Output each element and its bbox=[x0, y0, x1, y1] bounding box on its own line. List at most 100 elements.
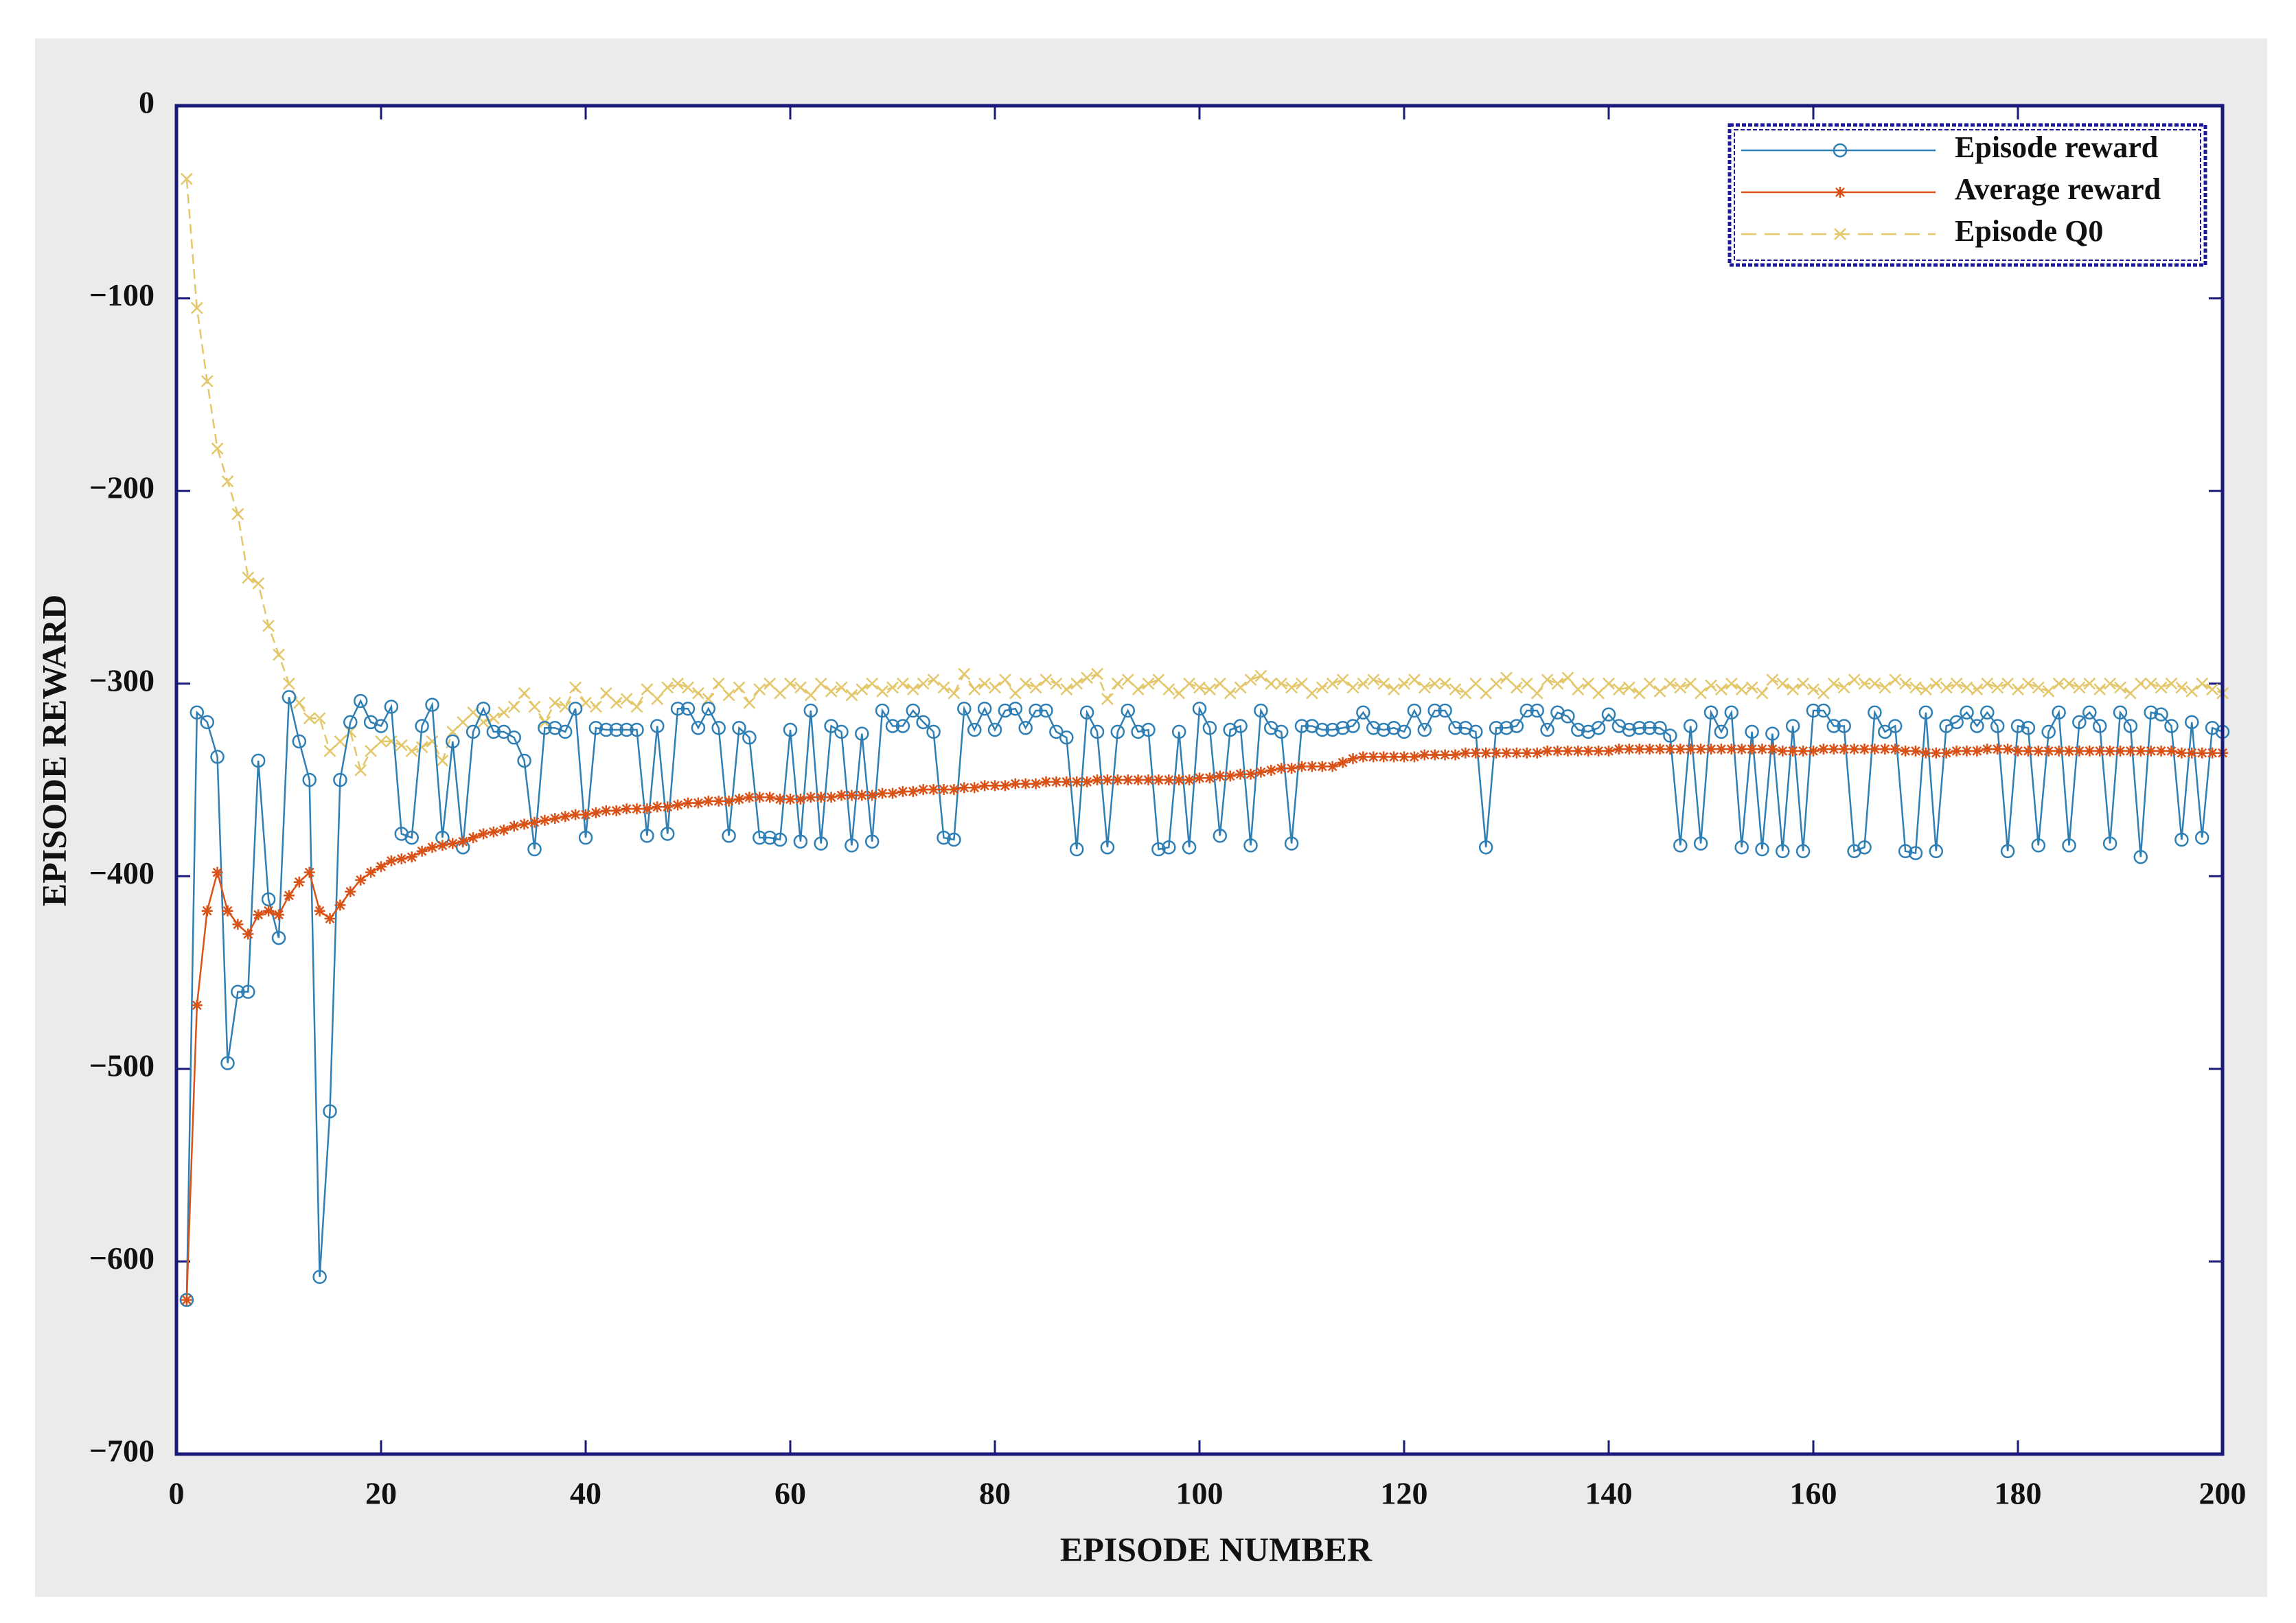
data-point bbox=[998, 703, 1013, 718]
data-point bbox=[1275, 677, 1288, 690]
data-point bbox=[2093, 683, 2106, 696]
data-point bbox=[1132, 774, 1144, 785]
data-point bbox=[273, 648, 285, 661]
data-point bbox=[1501, 747, 1512, 759]
data-point bbox=[1715, 744, 1727, 755]
data-point bbox=[1366, 720, 1381, 735]
data-point bbox=[1541, 745, 1553, 757]
data-point bbox=[1787, 745, 1799, 757]
x-tick-label: 180 bbox=[1995, 1476, 2042, 1511]
data-point bbox=[610, 805, 622, 816]
data-point bbox=[2155, 745, 2167, 757]
data-point bbox=[2124, 745, 2136, 757]
data-point bbox=[1714, 724, 1729, 739]
data-point bbox=[1059, 730, 1074, 745]
data-point bbox=[1622, 722, 1637, 737]
data-point bbox=[1429, 749, 1440, 761]
data-point bbox=[1869, 744, 1881, 755]
data-point bbox=[1029, 681, 1042, 694]
x-tick-label: 100 bbox=[1176, 1476, 1224, 1511]
data-point bbox=[774, 794, 786, 805]
data-point bbox=[1194, 772, 1205, 784]
data-point bbox=[1520, 677, 1533, 690]
data-point bbox=[518, 687, 531, 700]
data-point bbox=[1376, 722, 1391, 737]
data-point bbox=[375, 735, 387, 748]
data-point bbox=[1664, 744, 1676, 755]
data-point bbox=[1214, 770, 1226, 782]
data-point bbox=[1419, 749, 1430, 761]
data-point bbox=[834, 724, 849, 739]
data-point bbox=[1326, 677, 1339, 690]
data-point bbox=[395, 853, 407, 865]
data-point bbox=[1081, 776, 1093, 787]
data-point bbox=[1276, 763, 1287, 774]
data-point bbox=[1756, 687, 1769, 700]
data-point bbox=[210, 750, 225, 764]
data-point bbox=[200, 375, 214, 388]
data-point bbox=[1807, 683, 1819, 696]
data-point bbox=[1868, 705, 1882, 720]
data-point bbox=[1347, 753, 1359, 765]
data-point bbox=[835, 681, 848, 694]
data-point bbox=[486, 724, 501, 739]
data-point bbox=[979, 780, 991, 792]
data-point bbox=[1695, 687, 1707, 700]
data-point bbox=[2052, 677, 2065, 690]
data-point bbox=[1519, 703, 1535, 718]
data-point bbox=[1695, 744, 1707, 755]
data-point bbox=[682, 797, 693, 809]
data-point bbox=[1603, 677, 1615, 690]
data-point bbox=[1346, 681, 1359, 694]
data-point bbox=[1171, 724, 1186, 739]
data-point bbox=[457, 836, 469, 847]
data-point bbox=[2063, 677, 2076, 690]
data-point bbox=[1418, 681, 1431, 694]
data-point bbox=[1070, 677, 1083, 690]
data-point bbox=[1235, 768, 1246, 780]
data-point bbox=[1530, 687, 1543, 700]
data-point bbox=[406, 851, 417, 863]
data-point bbox=[466, 724, 481, 739]
data-point bbox=[610, 696, 623, 709]
data-point bbox=[2012, 683, 2024, 696]
data-point bbox=[1798, 745, 1809, 757]
data-point bbox=[620, 693, 633, 706]
data-point bbox=[1949, 715, 1964, 730]
data-point bbox=[1131, 724, 1145, 739]
data-point bbox=[1980, 705, 1995, 720]
data-point bbox=[1521, 747, 1532, 759]
data-point bbox=[1039, 703, 1053, 718]
y-axis-title: EPISODE REWARD bbox=[34, 595, 73, 906]
data-point bbox=[1121, 703, 1135, 718]
data-point bbox=[1357, 677, 1370, 690]
data-point bbox=[241, 985, 255, 999]
data-point bbox=[662, 801, 674, 813]
data-point bbox=[670, 701, 685, 716]
data-point bbox=[2144, 677, 2157, 690]
data-point bbox=[1407, 703, 1422, 718]
data-point bbox=[1622, 681, 1635, 694]
data-point bbox=[937, 830, 951, 845]
data-point bbox=[1898, 844, 1913, 859]
data-point bbox=[692, 797, 704, 809]
data-point bbox=[2133, 849, 2148, 864]
data-point bbox=[885, 719, 900, 733]
data-point bbox=[1192, 701, 1207, 716]
data-point bbox=[211, 442, 224, 455]
legend-label: Average reward bbox=[1955, 172, 2161, 206]
data-point bbox=[1408, 751, 1420, 763]
data-point bbox=[2206, 683, 2218, 696]
data-point bbox=[1541, 674, 1554, 686]
y-tick-label: −300 bbox=[89, 663, 154, 698]
data-point bbox=[1184, 774, 1195, 785]
data-point bbox=[334, 735, 347, 748]
data-point bbox=[2043, 745, 2054, 757]
data-point bbox=[1582, 677, 1595, 690]
data-point bbox=[1449, 749, 1461, 761]
data-point bbox=[2134, 677, 2147, 690]
data-point bbox=[220, 1056, 235, 1070]
data-point bbox=[2145, 745, 2157, 757]
data-point bbox=[231, 507, 244, 520]
data-point bbox=[1593, 745, 1605, 757]
